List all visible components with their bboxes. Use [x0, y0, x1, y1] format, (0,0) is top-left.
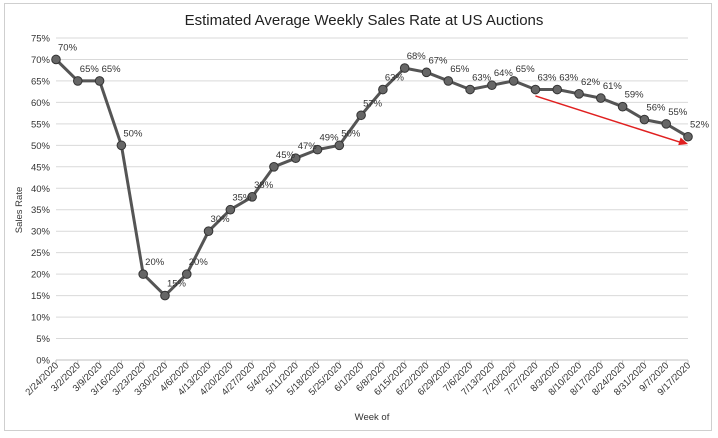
data-label: 65% — [450, 64, 470, 75]
data-label: 20% — [189, 257, 209, 268]
data-label: 65% — [102, 64, 122, 75]
y-tick-label-55: 55% — [31, 119, 51, 130]
data-label: 62% — [581, 77, 601, 88]
y-axis-label: Sales Rate — [14, 187, 25, 233]
data-point — [225, 204, 236, 215]
y-tick-label-70: 70% — [31, 55, 51, 66]
y-tick-labels: 0% 5% 10% 15% 20% 25% 30% 35% 40% 45% 50% 55% 60% 65%… — [31, 34, 51, 367]
data-label: 68% — [407, 51, 427, 62]
data-point — [290, 153, 301, 164]
data-point — [421, 67, 432, 78]
data-point — [138, 269, 148, 279]
data-point — [465, 84, 475, 95]
data-label: 59% — [625, 90, 645, 101]
data-label: 63% — [537, 73, 557, 84]
data-point — [399, 63, 410, 73]
chart-title: Estimated Average Weekly Sales Rate at U… — [185, 12, 544, 29]
data-point — [269, 162, 279, 172]
data-point — [596, 93, 606, 103]
data-label: 49% — [320, 133, 340, 144]
data-label: 63% — [472, 73, 492, 84]
data-label: 15% — [167, 279, 187, 290]
data-point — [552, 84, 563, 95]
data-label: 30% — [211, 214, 231, 225]
y-tick-label-75: 75% — [31, 34, 51, 45]
y-tick-label-50: 50% — [31, 141, 51, 152]
data-label: 63% — [559, 73, 579, 84]
data-point — [160, 290, 170, 301]
data-label: 55% — [668, 107, 688, 118]
data-point — [116, 140, 127, 151]
data-label: 67% — [428, 55, 448, 66]
data-point — [508, 76, 519, 86]
data-label: 65% — [80, 64, 100, 75]
trend-arrow-line — [535, 95, 683, 144]
data-label: 56% — [646, 103, 666, 114]
y-tick-label-0: 0% — [36, 356, 50, 367]
data-label: 38% — [254, 180, 274, 191]
data-point — [72, 76, 83, 86]
y-tick-label-45: 45% — [31, 162, 51, 173]
data-point — [530, 84, 541, 95]
data-point — [51, 54, 61, 65]
trend-arrow-head — [678, 137, 688, 146]
data-point — [203, 226, 214, 236]
annotations — [535, 95, 688, 146]
data-point — [94, 76, 105, 86]
data-point — [574, 89, 584, 99]
series-group — [51, 54, 693, 301]
data-point — [356, 110, 366, 121]
data-label: 50% — [341, 128, 361, 139]
y-tick-label-60: 60% — [31, 98, 51, 109]
data-label: 47% — [298, 141, 318, 152]
data-point — [334, 140, 345, 151]
data-label: 64% — [494, 68, 514, 79]
data-point — [312, 144, 323, 155]
data-point — [617, 101, 628, 112]
data-label: 65% — [516, 64, 536, 75]
data-label: 50% — [123, 128, 143, 139]
data-point — [378, 84, 388, 95]
y-tick-label-15: 15% — [31, 291, 51, 302]
y-tick-label-20: 20% — [31, 270, 51, 281]
data-label: 52% — [690, 120, 710, 131]
data-point — [661, 119, 672, 129]
data-label: 35% — [232, 193, 252, 204]
data-label: 57% — [363, 98, 383, 109]
data-label: 20% — [145, 257, 165, 268]
y-tick-label-65: 65% — [31, 76, 51, 87]
x-tick-labels: 2/24/20203/2/20203/9/20203/16/20203/23/2… — [23, 360, 693, 398]
y-tick-label-5: 5% — [36, 334, 50, 345]
y-tick-label-30: 30% — [31, 227, 51, 238]
data-label: 61% — [603, 81, 623, 92]
y-tick-label-25: 25% — [31, 248, 51, 259]
x-axis-label: Week of — [355, 412, 390, 423]
data-point — [683, 131, 693, 142]
gridlines — [55, 37, 689, 364]
data-label: 70% — [58, 42, 78, 53]
data-point — [639, 114, 650, 125]
data-point — [443, 76, 454, 86]
y-tick-label-35: 35% — [31, 205, 51, 216]
data-labels: 70%65% 65%50%20%15%20%30%35%38%45%47%49% 5… — [58, 42, 710, 289]
data-point — [247, 192, 257, 202]
data-point — [487, 80, 497, 91]
y-tick-label-10: 10% — [31, 313, 51, 324]
y-tick-label-40: 40% — [31, 184, 51, 195]
data-label: 45% — [276, 150, 296, 161]
data-label: 63% — [385, 73, 405, 84]
data-point — [181, 269, 192, 279]
